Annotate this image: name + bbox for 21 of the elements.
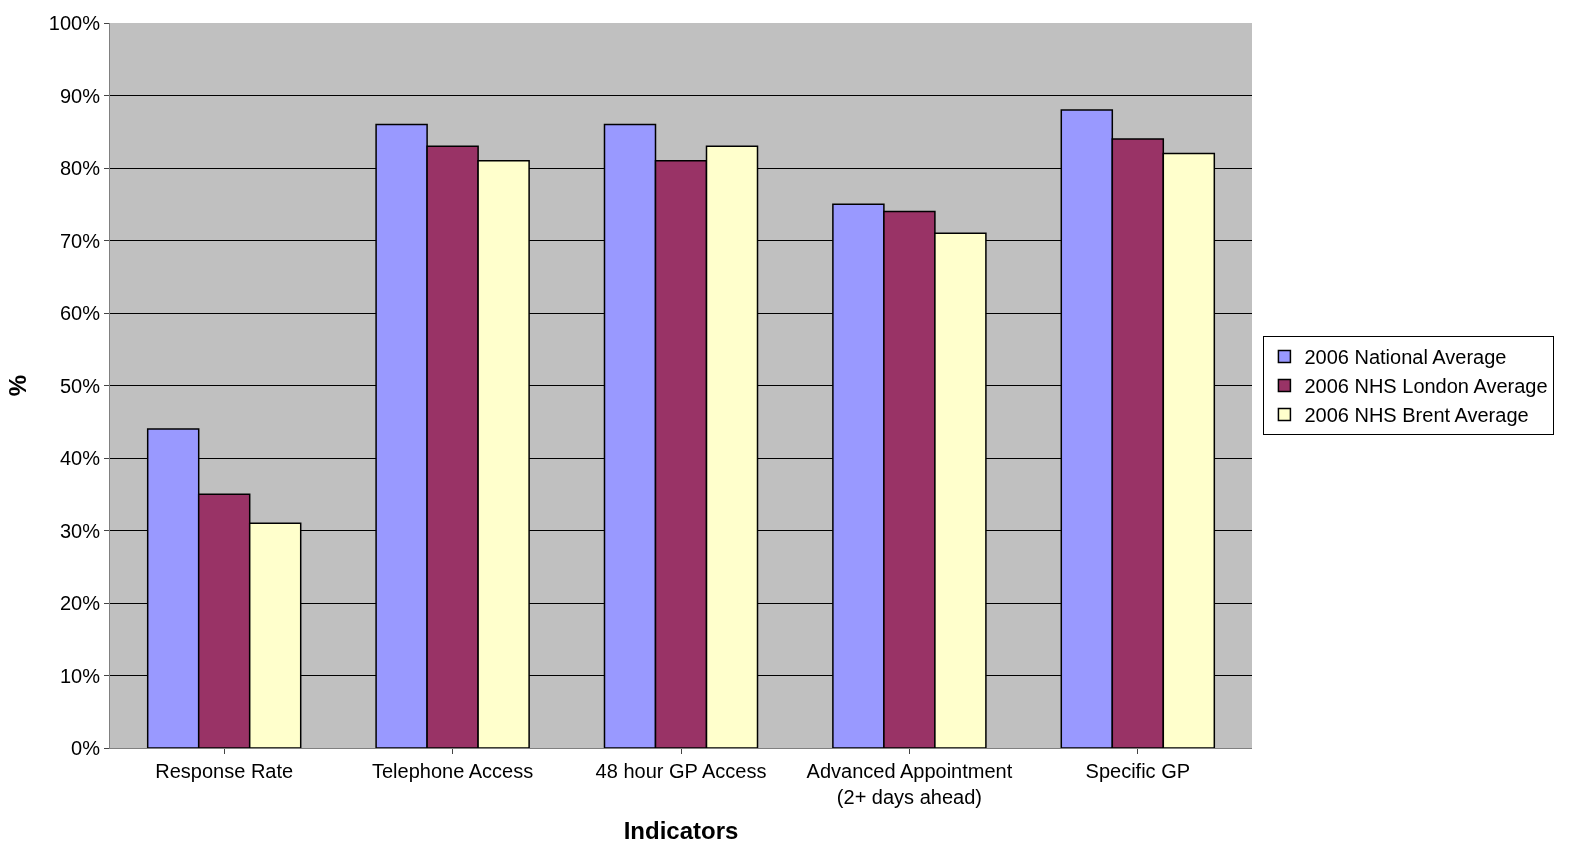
x-axis-title: Indicators [623,817,739,845]
x-tick-label: Telephone Access [371,760,534,782]
y-tick-label: 0% [71,737,101,759]
legend-label: 2006 NHS Brent Average [1304,404,1529,427]
y-tick-label: 70% [59,229,101,252]
x-tick-label: Response Rate [155,760,294,782]
y-tick-label: 100% [48,12,101,34]
legend-label: 2006 NHS London Average [1304,375,1548,398]
y-tick-label: 20% [59,592,101,614]
y-tick-label: 60% [59,302,101,324]
y-tick-label: 50% [59,374,101,397]
x-tick-label: 48 hour GP Access [595,760,767,782]
y-tick-label: 80% [59,157,101,179]
legend-label: 2006 National Average [1304,346,1507,369]
x-tick-label: Specific GP [1085,760,1191,782]
x-tick-label: Advanced Appointment (2+ days ahead) [806,760,1013,808]
y-tick-label: 40% [59,447,101,469]
y-axis-title: % [3,374,31,397]
y-tick-label: 10% [59,664,101,687]
y-tick-label: 30% [59,519,101,542]
y-tick-label: 90% [59,84,101,107]
